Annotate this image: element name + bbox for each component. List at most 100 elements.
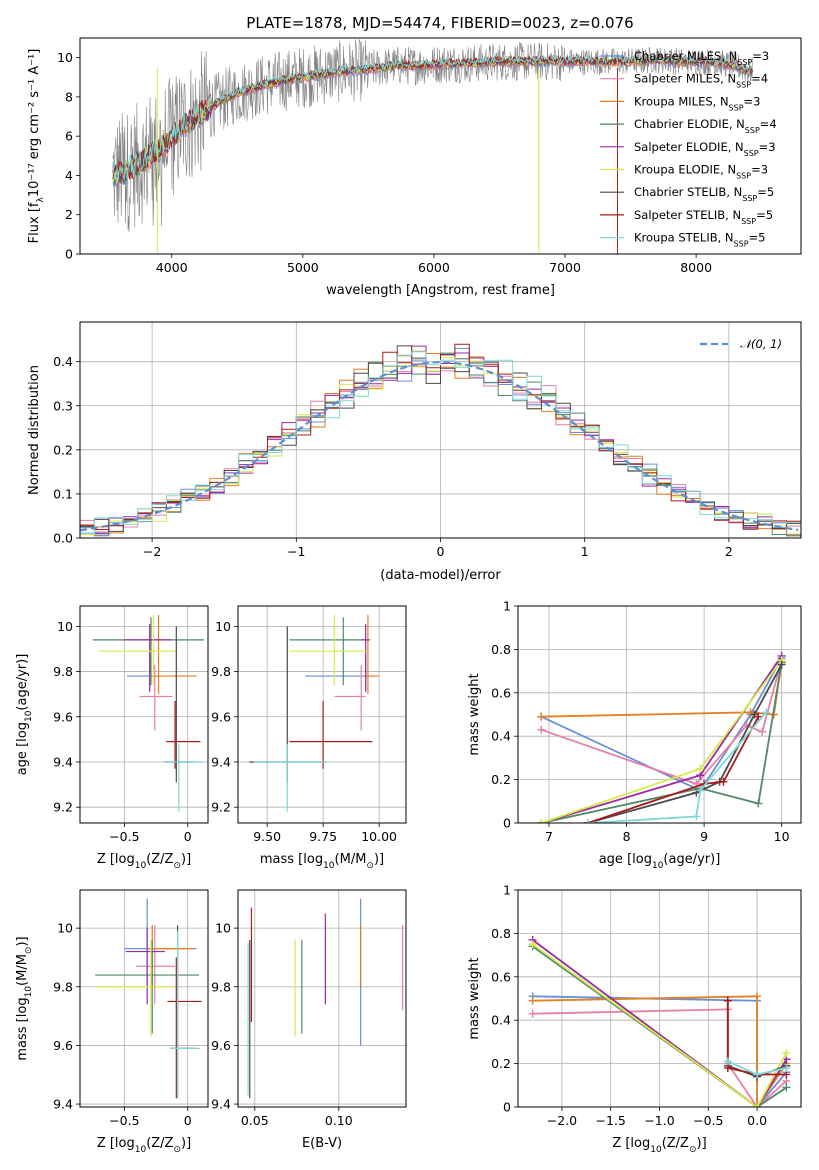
legend-entry: Salpeter MILES, NSSP=4 — [634, 72, 768, 90]
age_vs_Z-ylabel-part: (age/yr)] — [15, 654, 30, 711]
weights-mass_weight_vs_Z — [528, 935, 791, 1107]
mass_weight_vs_Z-xlabel-part: (Z/Z — [662, 1136, 689, 1151]
histograms — [80, 343, 801, 537]
spectrum-ylabel-part: Flux [f — [27, 202, 42, 243]
legend-entry: Chabrier MILES, NSSP=3 — [634, 49, 769, 67]
legend-model-name: Chabrier STELIB, N — [634, 185, 742, 199]
age_vs_mass-xlabel-part: mass [log — [260, 852, 323, 867]
weight-line-3 — [532, 945, 787, 1107]
spectrum-ylabel: Flux [fλ10⁻¹⁷ erg cm⁻² s⁻¹ A⁻¹] — [27, 49, 46, 244]
weight-marker — [537, 725, 546, 734]
legend-sub: SSP — [742, 194, 757, 203]
errorbars-age_vs_mass — [249, 615, 380, 812]
weight-line-8 — [587, 711, 767, 823]
x-tick-label: 5000 — [287, 260, 319, 275]
x-tick-label: 9 — [700, 829, 708, 844]
weight-marker — [528, 940, 537, 949]
mass_vs_Z-ylabel-part: )] — [15, 936, 30, 946]
legend-nssp: =4 — [751, 72, 768, 86]
legend-entry: Kroupa STELIB, NSSP=5 — [634, 231, 765, 249]
y-tick-label: 8 — [65, 89, 73, 104]
age_vs_mass-xlabel-part: ⊙ — [366, 861, 374, 871]
weights-mass_weight_vs_age — [537, 651, 786, 823]
y-tick-label: 9.6 — [211, 1038, 231, 1053]
legend-sub: SSP — [741, 216, 756, 225]
x-tick-label: 0 — [184, 829, 192, 844]
weight-line-6 — [587, 664, 783, 823]
x-tick-label: −2.0 — [547, 1113, 577, 1128]
mass_vs_Z-ylabel-part: ⊙ — [24, 947, 34, 955]
y-tick-label: 1 — [503, 599, 511, 614]
axes-spectrum: 4000 5000 6000 7000 8000 0 2 4 6 8 10 — [57, 50, 712, 275]
age_vs_Z-ylabel-part: 10 — [24, 710, 34, 722]
age_vs_Z-ylabel-part: age [log — [15, 722, 30, 775]
x-tick-label: 8000 — [680, 260, 712, 275]
weight-marker — [723, 1057, 732, 1066]
axes-age_vs_mass: 9.50 9.75 10.00 9.2 9.4 9.6 9.8 10 — [211, 606, 406, 844]
age_vs_Z-xlabel-part: 10 — [135, 861, 147, 871]
y-tick-label: 9.6 — [211, 709, 231, 724]
y-tick-label: 10 — [57, 619, 73, 634]
x-tick-label: 1 — [581, 544, 589, 559]
x-tick-label: 0.0 — [747, 1113, 767, 1128]
y-tick-label: 0.1 — [53, 486, 73, 501]
y-tick-label: 0 — [503, 816, 511, 831]
legend-entry: Salpeter STELIB, NSSP=5 — [634, 208, 773, 226]
y-tick-label: 0.4 — [53, 354, 73, 369]
y-tick-label: 10 — [57, 50, 73, 65]
errorbars-mass_vs_Z — [95, 898, 202, 1099]
weight-marker — [754, 712, 763, 721]
weight-marker — [758, 727, 767, 736]
y-tick-label: 9.8 — [53, 979, 73, 994]
y-tick-label: 9.8 — [53, 664, 73, 679]
weight-marker — [692, 812, 701, 821]
y-tick-label: 0.3 — [53, 398, 73, 413]
age_vs_Z-xlabel-part: ⊙ — [173, 861, 181, 871]
x-tick-label: −1.5 — [596, 1113, 626, 1128]
legend-model-name: Salpeter STELIB, N — [634, 208, 741, 222]
y-tick-label: 0.2 — [53, 442, 73, 457]
mass_weight_vs_age-xlabel-part: age [log — [599, 852, 652, 867]
spectrum-frame — [79, 37, 802, 255]
legend-sub: SSP — [745, 126, 760, 135]
legend-entry: Salpeter ELODIE, NSSP=3 — [634, 140, 776, 158]
x-tick-label: 2 — [725, 544, 733, 559]
y-tick-label: 9.4 — [53, 754, 73, 769]
y-tick-label: 9.4 — [53, 1097, 73, 1112]
y-tick-label: 0.0 — [53, 531, 73, 546]
y-tick-label: 9.6 — [53, 1038, 73, 1053]
legend-sub: SSP — [729, 103, 744, 112]
y-tick-label: 0.6 — [491, 685, 511, 700]
legend-sub: SSP — [734, 239, 749, 248]
legend-sub: SSP — [737, 58, 752, 67]
spectrum-lines — [112, 39, 753, 254]
histogram-8 — [80, 351, 801, 534]
weight-marker — [528, 996, 537, 1005]
legend-nssp: =3 — [752, 49, 769, 63]
y-tick-label: 0 — [503, 1100, 511, 1115]
age_vs_mass-xlabel-part: (M/M — [335, 852, 367, 867]
residuals-xlabel: (data-model)/error — [380, 568, 501, 583]
y-tick-label: 0.6 — [491, 969, 511, 984]
x-tick-label: −1 — [287, 544, 305, 559]
axes-residuals: −2 −1 0 1 2 0.0 0.1 0.2 0.3 0.4 — [53, 322, 801, 559]
y-tick-label: 9.2 — [53, 800, 73, 815]
x-tick-label: 9.75 — [309, 829, 337, 844]
y-tick-label: 0.2 — [491, 772, 511, 787]
y-tick-label: 9.4 — [211, 754, 231, 769]
x-tick-label: 0 — [184, 1113, 192, 1128]
weight-marker — [583, 819, 592, 823]
x-tick-label: 7 — [545, 829, 553, 844]
legend-sub: SSP — [744, 148, 759, 157]
mass_weight_vs_Z-ylabel: mass weight — [467, 957, 482, 1039]
axes-age_vs_Z: −0.5 0 9.2 9.4 9.6 9.8 10 — [53, 606, 208, 844]
spectrum-ylabel-part: λ — [36, 197, 46, 203]
x-tick-label: 8 — [623, 829, 631, 844]
x-tick-label: 10.00 — [361, 829, 397, 844]
legend-nssp: =5 — [756, 208, 773, 222]
mass_vs_Z-ylabel-part: 10 — [24, 986, 34, 998]
weight-marker — [723, 996, 732, 1005]
mass_vs_Z-ylabel: mass [log10(M/M⊙)] — [15, 936, 34, 1060]
mass_vs_Z-frame — [79, 889, 209, 1108]
weight-marker — [762, 708, 771, 717]
